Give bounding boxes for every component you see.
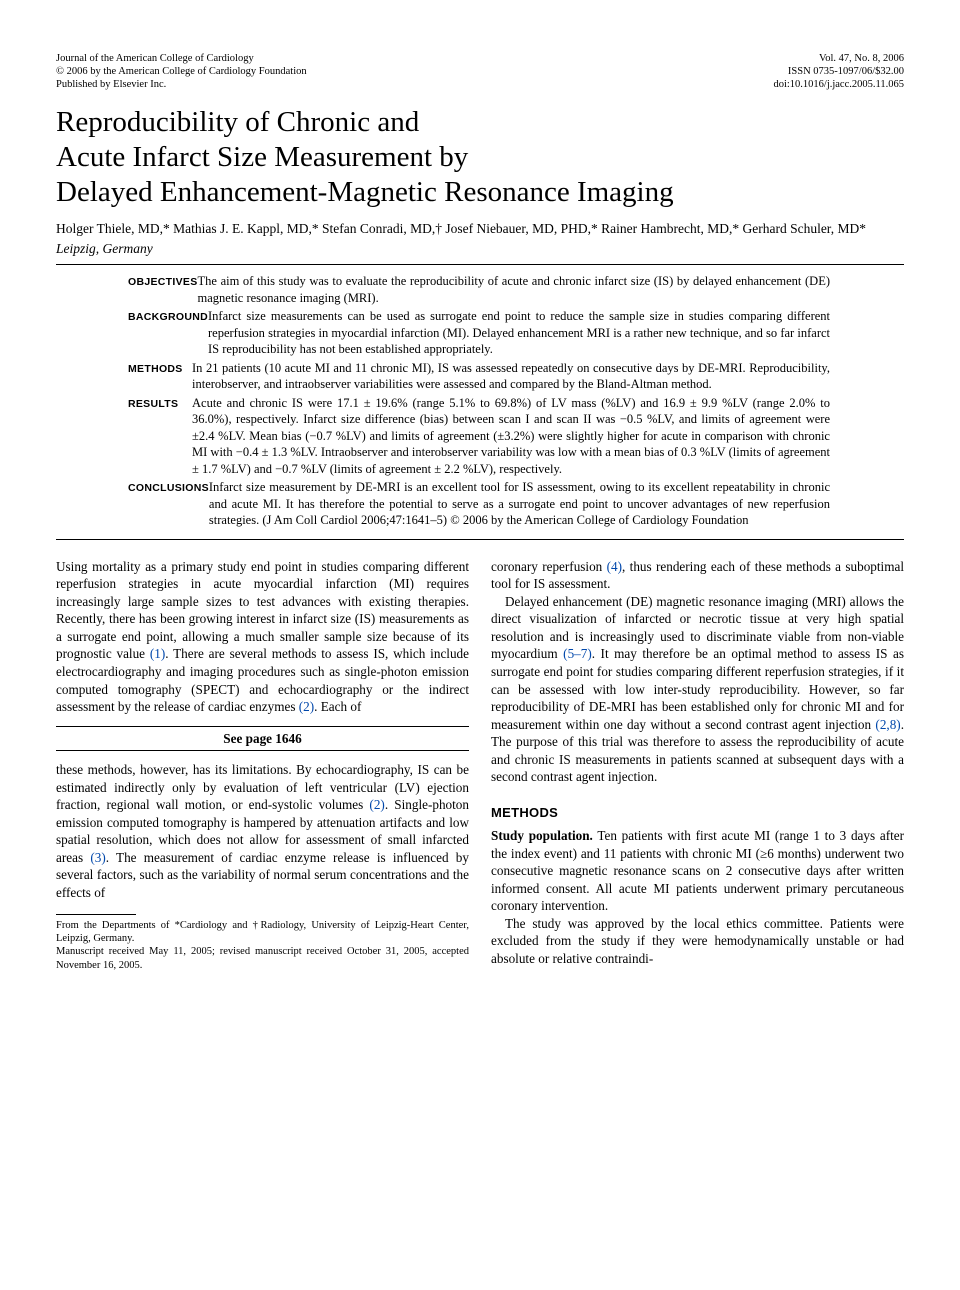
see-page-box: See page 1646 — [56, 726, 469, 752]
ref-link-3[interactable]: (3) — [90, 850, 105, 865]
body-paragraph-4: Delayed enhancement (DE) magnetic resona… — [491, 593, 904, 786]
footnote-text: From the Departments of *Cardiology and … — [56, 920, 469, 944]
affiliation: Leipzig, Germany — [56, 240, 904, 265]
abstract-text-background: Infarct size measurements can be used as… — [208, 308, 904, 358]
body-paragraph-2: these methods, however, has its limitati… — [56, 761, 469, 901]
ref-link-4[interactable]: (4) — [607, 559, 622, 574]
ref-link-5-7[interactable]: (5–7) — [563, 646, 592, 661]
footnote-rule — [56, 914, 136, 915]
ref-link-2-8[interactable]: (2,8) — [875, 717, 900, 732]
body-paragraph-3: coronary reperfusion (4), thus rendering… — [491, 558, 904, 593]
footnote-text: Manuscript received May 11, 2005; revise… — [56, 946, 469, 970]
journal-header-right: Vol. 47, No. 8, 2006 ISSN 0735-1097/06/$… — [773, 52, 904, 91]
journal-name: Journal of the American College of Cardi… — [56, 52, 307, 65]
title-line-3: Delayed Enhancement-Magnetic Resonance I… — [56, 176, 674, 208]
issn-line: ISSN 0735-1097/06/$32.00 — [773, 65, 904, 78]
body-text: coronary reperfusion — [491, 559, 607, 574]
article-title: Reproducibility of Chronic and Acute Inf… — [56, 105, 904, 209]
ref-link-1[interactable]: (1) — [150, 646, 165, 661]
abstract-label-results: RESULTS — [56, 395, 192, 478]
abstract-label-objectives: OBJECTIVES — [56, 273, 198, 306]
abstract-label-conclusions: CONCLUSIONS — [56, 479, 209, 529]
ref-link-2: (2) — [299, 699, 314, 714]
abstract-objectives: OBJECTIVES The aim of this study was to … — [56, 273, 904, 306]
article-body: Using mortality as a primary study end p… — [56, 558, 904, 973]
abstract-text-conclusions: Infarct size measurement by DE-MRI is an… — [209, 479, 904, 529]
methods-paragraph-1: Study population. Ten patients with firs… — [491, 827, 904, 915]
footnote-dates: Manuscript received May 11, 2005; revise… — [56, 945, 469, 972]
body-paragraph-1: Using mortality as a primary study end p… — [56, 558, 469, 716]
copyright-line: © 2006 by the American College of Cardio… — [56, 65, 307, 78]
title-line-1: Reproducibility of Chronic and — [56, 106, 419, 138]
abstract-results: RESULTS Acute and chronic IS were 17.1 ±… — [56, 395, 904, 478]
methods-paragraph-2: The study was approved by the local ethi… — [491, 915, 904, 968]
abstract-text-methods: In 21 patients (10 acute MI and 11 chron… — [192, 360, 904, 393]
abstract-conclusions: CONCLUSIONS Infarct size measurement by … — [56, 479, 904, 529]
section-heading-methods: METHODS — [491, 804, 904, 821]
structured-abstract: OBJECTIVES The aim of this study was to … — [56, 265, 904, 540]
journal-header: Journal of the American College of Cardi… — [56, 52, 904, 91]
abstract-text-results: Acute and chronic IS were 17.1 ± 19.6% (… — [192, 395, 904, 478]
body-text: . Each of — [314, 699, 361, 714]
ref-link-2b[interactable]: (2) — [369, 797, 384, 812]
abstract-label-methods: METHODS — [56, 360, 192, 393]
title-line-2: Acute Infarct Size Measurement by — [56, 141, 468, 173]
volume-issue: Vol. 47, No. 8, 2006 — [773, 52, 904, 65]
run-in-heading: Study population. — [491, 828, 593, 843]
abstract-text-objectives: The aim of this study was to evaluate th… — [198, 273, 904, 306]
footnote-affiliation: From the Departments of *Cardiology and … — [56, 919, 469, 946]
publisher-line: Published by Elsevier Inc. — [56, 78, 307, 91]
abstract-background: BACKGROUND Infarct size measurements can… — [56, 308, 904, 358]
journal-header-left: Journal of the American College of Cardi… — [56, 52, 307, 91]
doi-line: doi:10.1016/j.jacc.2005.11.065 — [773, 78, 904, 91]
author-list: Holger Thiele, MD,* Mathias J. E. Kappl,… — [56, 220, 904, 238]
abstract-methods: METHODS In 21 patients (10 acute MI and … — [56, 360, 904, 393]
abstract-label-background: BACKGROUND — [56, 308, 208, 358]
body-text: . The measurement of cardiac enzyme rele… — [56, 850, 469, 900]
